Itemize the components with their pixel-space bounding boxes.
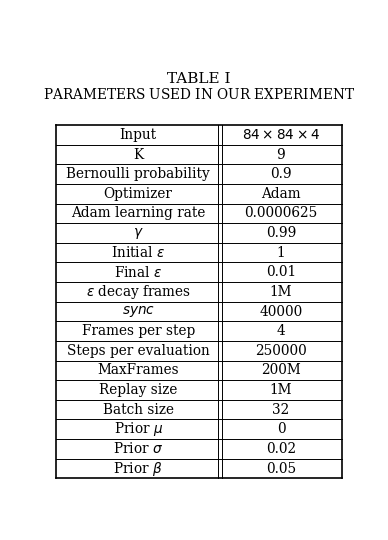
Text: 40000: 40000 <box>259 305 303 319</box>
Text: 4: 4 <box>277 324 285 338</box>
Text: $sync$: $sync$ <box>121 304 155 319</box>
Text: $84 \times 84 \times 4$: $84 \times 84 \times 4$ <box>242 128 320 142</box>
Text: 0: 0 <box>277 422 285 436</box>
Text: 0.02: 0.02 <box>266 442 296 456</box>
Text: Prior $\sigma$: Prior $\sigma$ <box>113 441 163 456</box>
Text: 9: 9 <box>277 147 285 161</box>
Text: 1: 1 <box>277 246 285 260</box>
Text: 0.0000625: 0.0000625 <box>244 206 318 220</box>
Text: Bernoulli probability: Bernoulli probability <box>66 167 210 181</box>
Text: 200M: 200M <box>261 363 301 377</box>
Text: $\epsilon$ decay frames: $\epsilon$ decay frames <box>86 283 191 301</box>
Text: Optimizer: Optimizer <box>104 187 173 201</box>
Text: Adam learning rate: Adam learning rate <box>71 206 205 220</box>
Text: Steps per evaluation: Steps per evaluation <box>67 344 210 358</box>
Text: $\gamma$: $\gamma$ <box>133 226 144 240</box>
Text: Frames per step: Frames per step <box>81 324 195 338</box>
Text: Input: Input <box>120 128 157 142</box>
Text: Prior $\mu$: Prior $\mu$ <box>114 420 163 438</box>
Text: Replay size: Replay size <box>99 383 177 397</box>
Text: 1M: 1M <box>270 285 292 299</box>
Text: 32: 32 <box>272 403 289 417</box>
Text: Final $\epsilon$: Final $\epsilon$ <box>114 265 162 280</box>
Text: 0.99: 0.99 <box>266 226 296 240</box>
Text: $\mathregular{P}$ARAMETERS USED IN OUR EXPERIMENT: $\mathregular{P}$ARAMETERS USED IN OUR E… <box>43 87 355 102</box>
Text: 1M: 1M <box>270 383 292 397</box>
Text: MaxFrames: MaxFrames <box>97 363 179 377</box>
Text: 0.05: 0.05 <box>266 462 296 476</box>
Text: TABLE I: TABLE I <box>167 72 230 86</box>
Text: Adam: Adam <box>261 187 301 201</box>
Text: 0.9: 0.9 <box>270 167 292 181</box>
Text: Prior $\beta$: Prior $\beta$ <box>113 460 163 477</box>
Text: 250000: 250000 <box>255 344 307 358</box>
Text: Initial $\epsilon$: Initial $\epsilon$ <box>111 245 165 260</box>
Text: Batch size: Batch size <box>103 403 174 417</box>
Text: 0.01: 0.01 <box>266 265 296 279</box>
Text: K: K <box>133 147 143 161</box>
